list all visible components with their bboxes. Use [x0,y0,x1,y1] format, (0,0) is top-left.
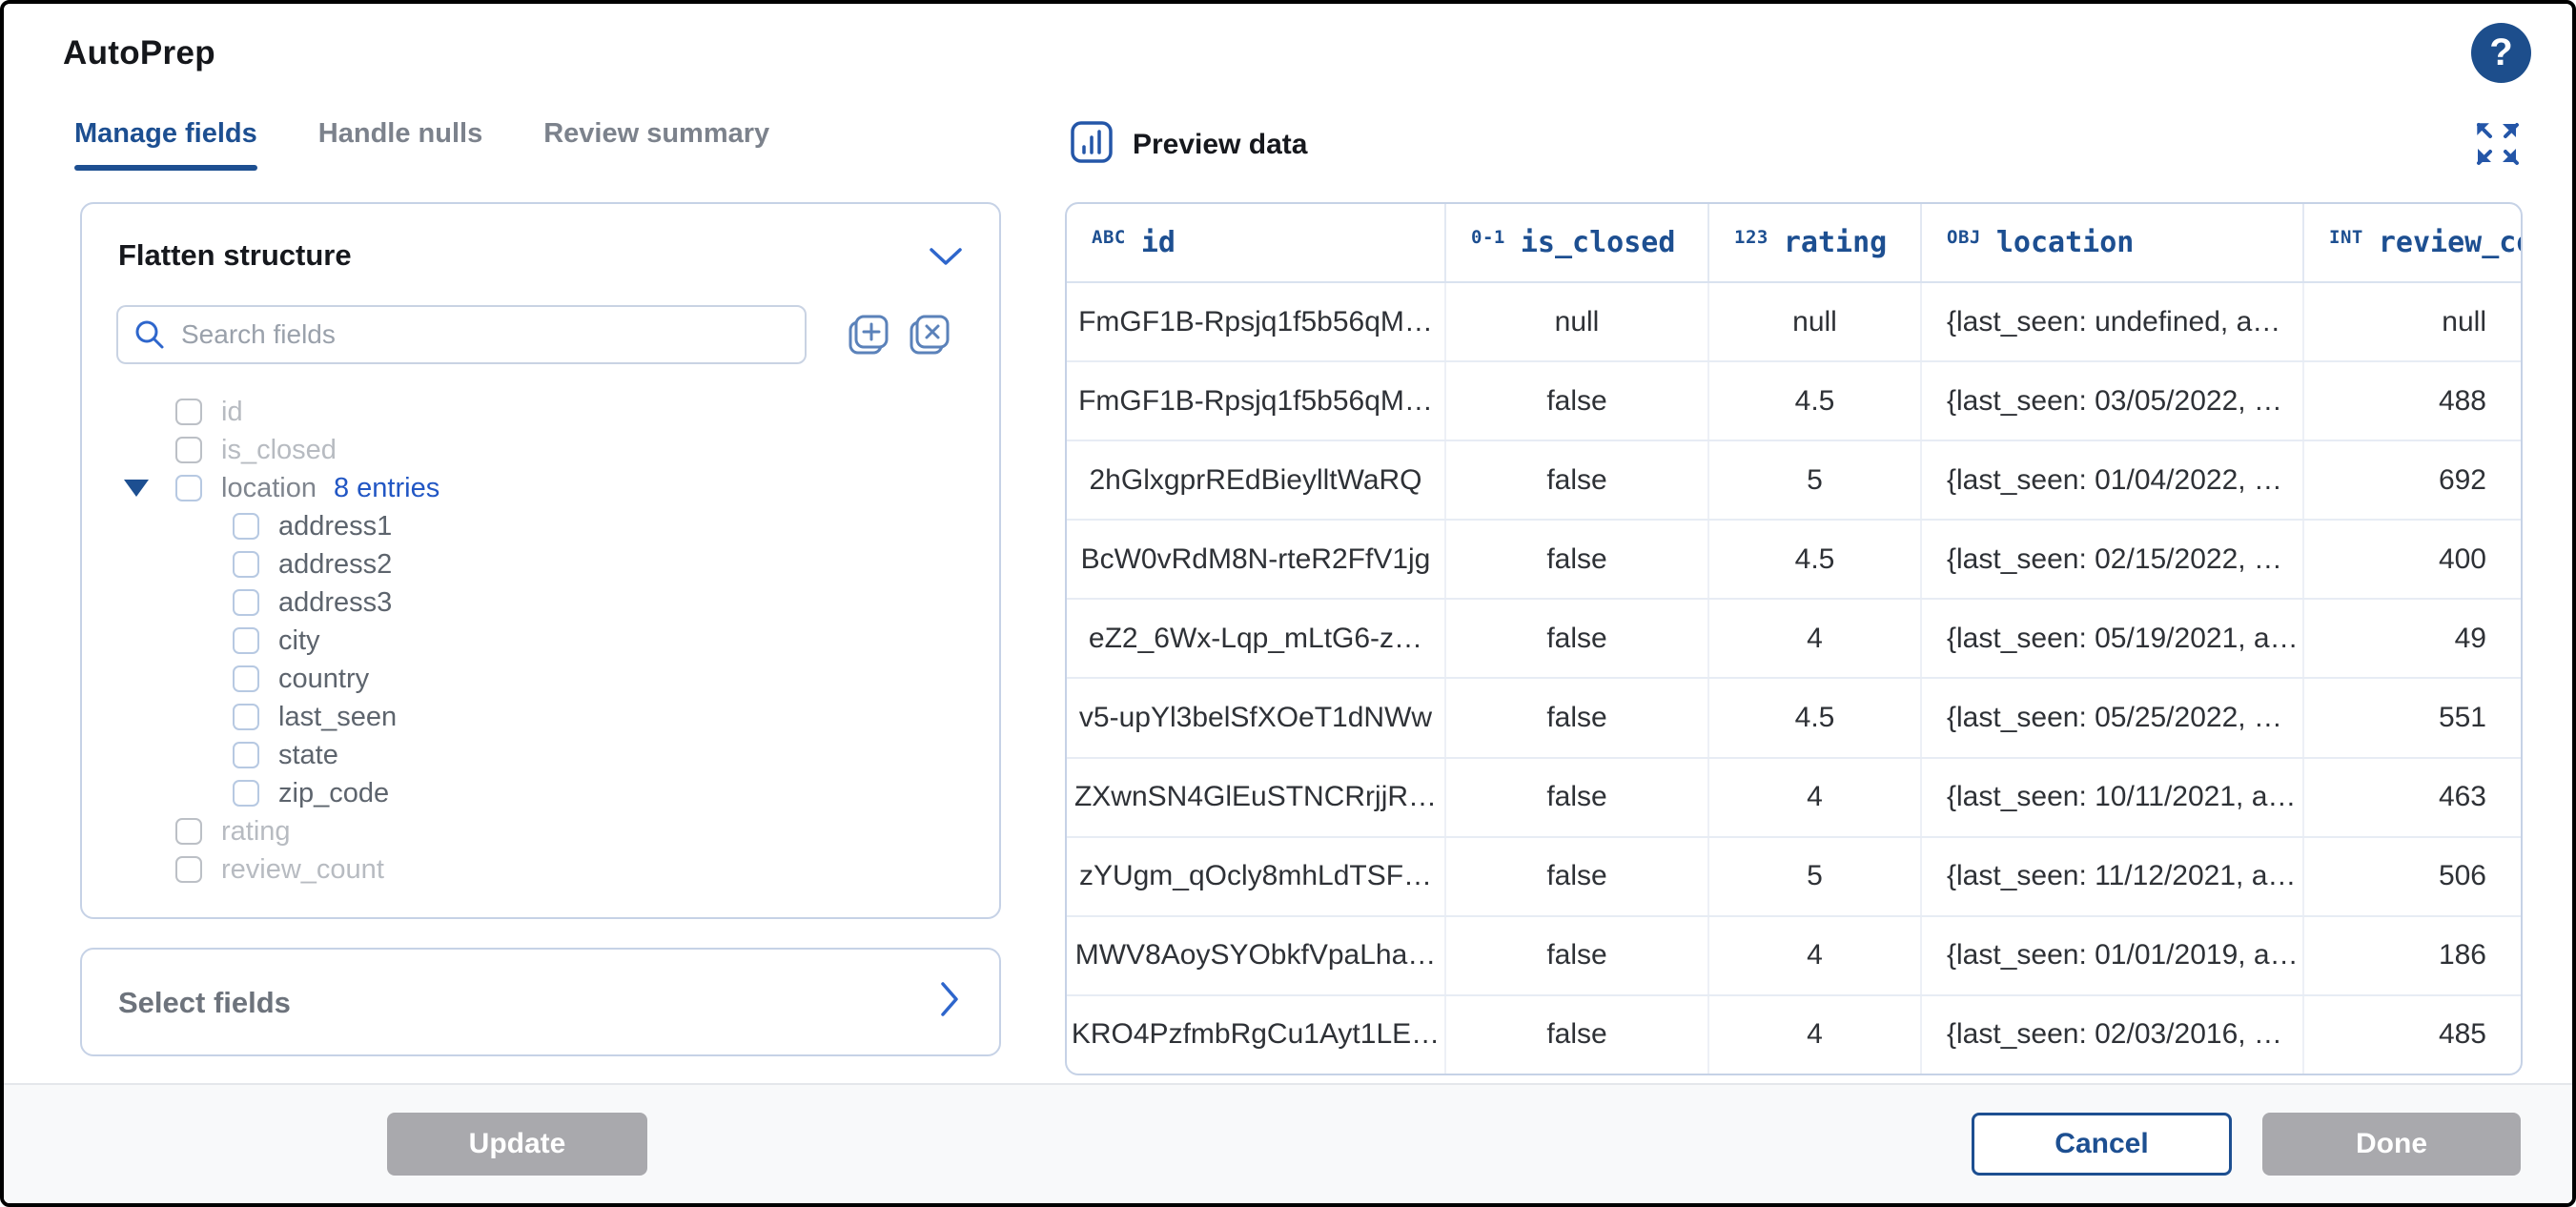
tree-item-city[interactable]: city [82,622,999,660]
checkbox[interactable] [175,399,202,425]
tab-handle-nulls[interactable]: Handle nulls [317,118,483,149]
collapse-all-icon[interactable] [906,311,953,358]
checkbox[interactable] [233,665,259,692]
checkbox[interactable] [233,704,259,730]
bar-chart-icon [1070,120,1114,169]
search-icon [133,318,166,356]
tab-manage-fields[interactable]: Manage fields [74,118,257,186]
tree-item-is-closed[interactable]: is_closed [82,431,999,469]
checkbox[interactable] [175,437,202,463]
checkbox[interactable] [175,818,202,845]
type-integer-icon: INT [2329,226,2363,248]
type-object-icon: OBJ [1947,226,1981,248]
table-row: zYUgm_qOcly8mhLdTSF… false 5 {last_seen:… [1067,837,2521,917]
checkbox[interactable] [233,742,259,768]
dialog-footer: Update Cancel Done [4,1083,2572,1203]
flatten-structure-panel: Flatten structure [80,202,1001,919]
checkbox[interactable] [175,856,202,883]
checkbox[interactable] [233,513,259,540]
select-fields-title: Select fields [118,986,291,1019]
table-row: FmGF1B-Rpsjq1f5b56qM… null null {last_se… [1067,283,2521,363]
entries-count-link[interactable]: 8 entries [333,472,440,503]
tree-item-state[interactable]: state [82,736,999,774]
table-header-row: ABC id 0-1 is_closed 123 rating OBJ loca… [1067,204,2521,283]
checkbox[interactable] [233,551,259,578]
tree-item-location[interactable]: location 8 entries [82,469,999,507]
tab-bar: Manage fields Handle nulls Review summar… [74,118,769,186]
done-button[interactable]: Done [2262,1113,2521,1176]
type-string-icon: ABC [1092,226,1126,248]
column-header-rating: 123 rating [1709,204,1922,281]
table-row: FmGF1B-Rpsjq1f5b56qM… false 4.5 {last_se… [1067,362,2521,442]
select-fields-panel[interactable]: Select fields [80,948,1001,1056]
column-header-location: OBJ location [1922,204,2304,281]
tree-item-rating[interactable]: rating [82,812,999,850]
checkbox[interactable] [233,589,259,616]
tree-item-zip-code[interactable]: zip_code [82,774,999,812]
table-row: BcW0vRdM8N-rteR2FfV1jg false 4.5 {last_s… [1067,521,2521,601]
field-tree: id is_closed location 8 entries address1… [82,393,999,889]
page-title: AutoPrep [63,34,215,72]
tab-review-summary[interactable]: Review summary [543,118,770,149]
tree-item-id[interactable]: id [82,393,999,431]
flatten-structure-title: Flatten structure [118,238,352,272]
column-header-review-count: INT review_cou [2329,226,2521,259]
question-mark-icon: ? [2489,31,2513,73]
checkbox[interactable] [175,475,202,501]
tree-item-address3[interactable]: address3 [82,583,999,622]
tree-item-last-seen[interactable]: last_seen [82,698,999,736]
expand-all-icon[interactable] [845,311,892,358]
table-row: KRO4PzfmbRgCu1Ayt1LE… false 4 {last_seen… [1067,995,2521,1074]
checkbox[interactable] [233,627,259,654]
tree-item-review-count[interactable]: review_count [82,850,999,889]
cancel-button[interactable]: Cancel [1972,1113,2232,1176]
table-row: ZXwnSN4GlEuSTNCRrjjR… false 4 {last_seen… [1067,758,2521,838]
type-boolean-icon: 0-1 [1471,226,1505,248]
preview-data-title: Preview data [1133,128,1308,160]
tree-item-country[interactable]: country [82,660,999,698]
chevron-right-icon[interactable] [938,980,961,1023]
update-button[interactable]: Update [387,1113,647,1176]
tree-item-address1[interactable]: address1 [82,507,999,545]
fullscreen-expand-icon[interactable] [2469,116,2526,174]
table-row: eZ2_6Wx-Lqp_mLtG6-z… false 4 {last_seen:… [1067,600,2521,680]
checkbox[interactable] [233,780,259,807]
preview-data-header: Preview data [1070,120,1307,169]
table-body: FmGF1B-Rpsjq1f5b56qM… null null {last_se… [1067,283,2521,1074]
preview-table: ABC id 0-1 is_closed 123 rating OBJ loca… [1065,202,2523,1075]
table-row: v5-upYl3belSfXOeT1dNWw false 4.5 {last_s… [1067,679,2521,759]
column-header-is-closed: 0-1 is_closed [1446,204,1709,281]
table-row: 2hGlxgprREdBieylltWaRQ false 5 {last_see… [1067,441,2521,522]
help-button[interactable]: ? [2471,23,2531,83]
tree-item-address2[interactable]: address2 [82,545,999,583]
type-number-icon: 123 [1734,226,1768,248]
column-header-id: ABC id [1067,204,1446,281]
search-input[interactable] [116,305,807,364]
table-row: MWV8AoySYObkfVpaLha… false 4 {last_seen:… [1067,916,2521,996]
chevron-down-icon[interactable] [929,246,963,272]
collapse-triangle-icon[interactable] [124,480,149,497]
